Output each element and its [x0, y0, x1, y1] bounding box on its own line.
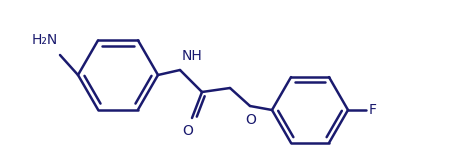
Text: O: O: [246, 113, 256, 127]
Text: NH: NH: [182, 49, 203, 63]
Text: O: O: [183, 124, 194, 138]
Text: H₂N: H₂N: [32, 33, 58, 47]
Text: F: F: [369, 103, 377, 117]
